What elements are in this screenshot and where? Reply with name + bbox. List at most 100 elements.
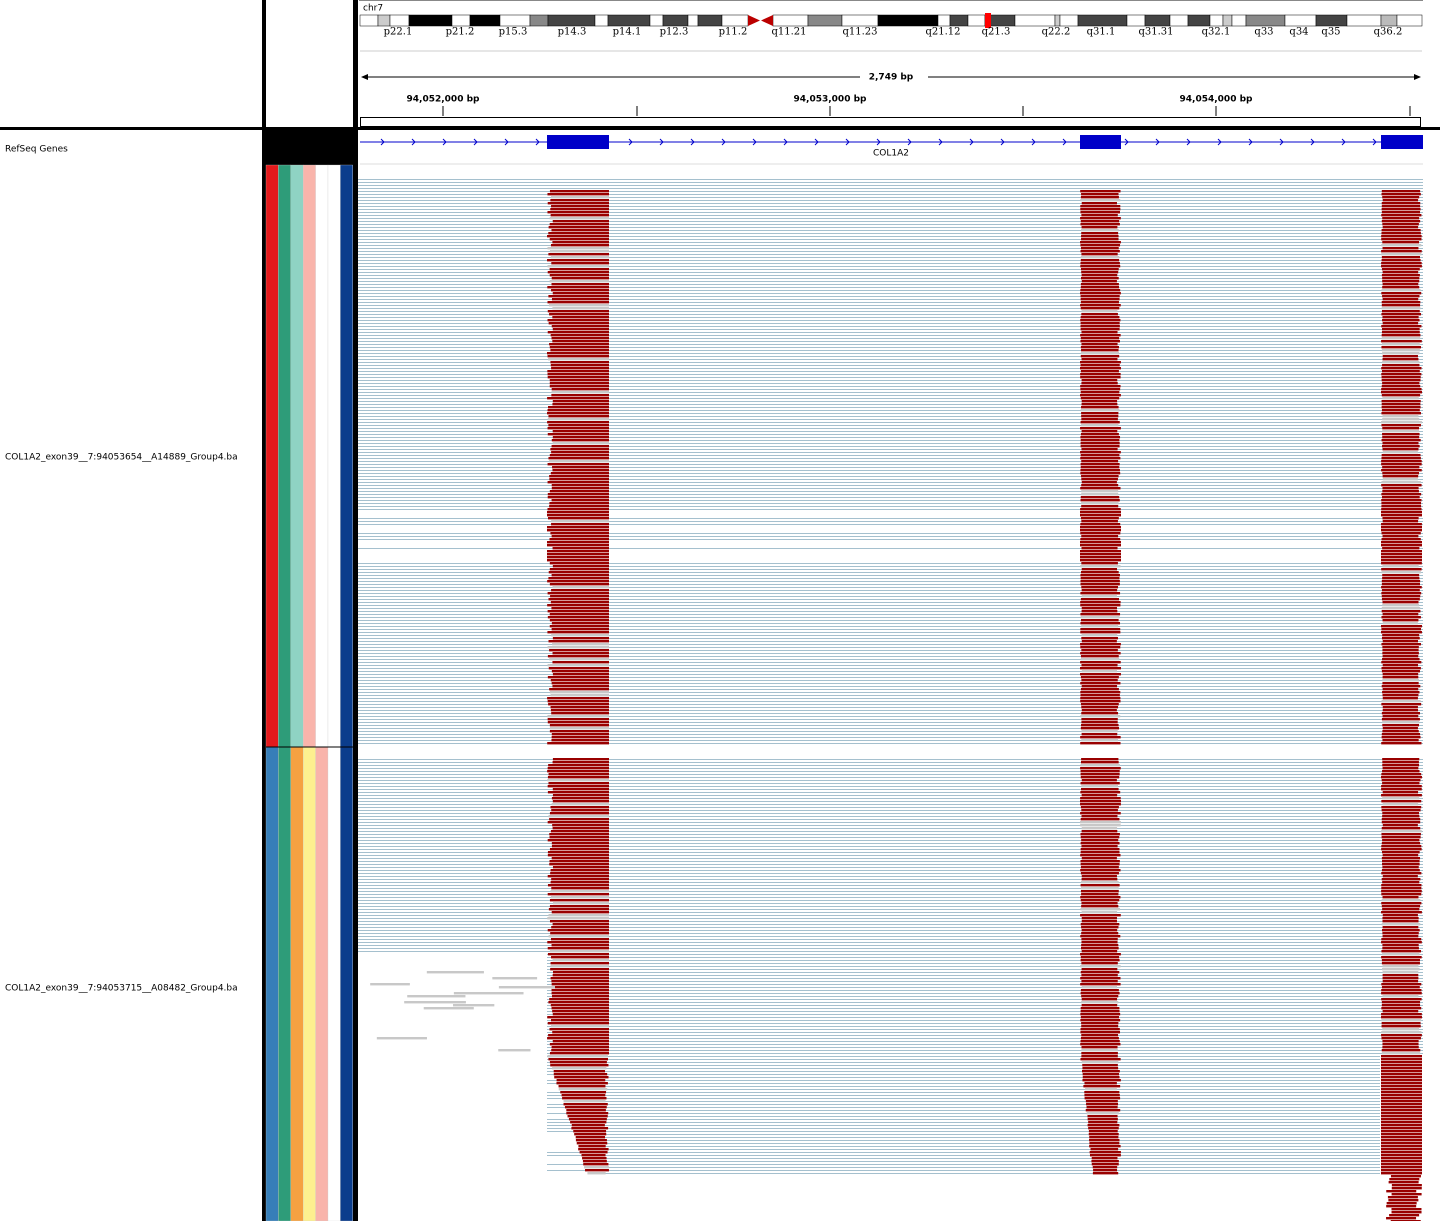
read-block — [548, 908, 609, 911]
read-intron — [358, 248, 1423, 249]
read-intron — [358, 611, 1423, 612]
read-block — [551, 733, 609, 736]
read-intron — [358, 665, 1423, 666]
read-block — [1381, 331, 1420, 334]
strand-arrow — [1031, 138, 1036, 146]
read-block — [1081, 706, 1119, 709]
read-intron — [358, 849, 1423, 850]
read-block — [1382, 1046, 1419, 1049]
read-block — [1080, 890, 1119, 893]
read-block — [1382, 881, 1420, 884]
read-intron — [358, 194, 1423, 195]
read-intron — [547, 1044, 1423, 1045]
read-block — [1381, 523, 1422, 526]
read-block — [548, 640, 609, 643]
read-block — [1081, 625, 1119, 628]
read-block — [1381, 616, 1421, 619]
read-block — [1381, 553, 1422, 556]
cytoband-label: q22.2 — [1042, 27, 1071, 38]
ruler-label: 94,053,000 bp — [794, 95, 868, 105]
read-block — [1381, 998, 1422, 1001]
read-block — [1080, 742, 1121, 745]
read-block — [548, 667, 609, 670]
read-block — [547, 286, 609, 289]
read-block — [1081, 595, 1117, 598]
cytoband-label: q31.1 — [1087, 27, 1116, 38]
read-block — [1381, 1034, 1422, 1037]
read-block — [1381, 310, 1420, 313]
read-block — [1084, 1094, 1120, 1097]
read-block — [551, 337, 609, 340]
read-block — [551, 394, 609, 397]
read-block — [1382, 430, 1420, 433]
read-block — [1382, 199, 1419, 202]
read-block — [1080, 247, 1119, 250]
read-block — [552, 923, 609, 926]
read-block — [550, 977, 609, 980]
read-block — [1081, 995, 1119, 998]
read-intron — [358, 867, 1423, 868]
read-block — [1381, 703, 1422, 706]
read-block — [1381, 1097, 1422, 1100]
read-intron — [358, 870, 1423, 871]
strand-arrow — [907, 138, 912, 146]
read-block — [551, 574, 609, 577]
read-intron — [547, 1026, 1423, 1027]
read-block — [549, 280, 609, 283]
read-block — [551, 451, 609, 454]
read-block — [1381, 202, 1421, 205]
read-block — [1080, 388, 1121, 391]
read-block — [1086, 1112, 1119, 1115]
read-block — [551, 298, 609, 301]
read-intron — [358, 410, 1423, 411]
read-block — [552, 959, 609, 962]
read-block — [1381, 1067, 1422, 1070]
read-block — [1382, 352, 1420, 355]
read-block — [1080, 391, 1120, 394]
read-block — [1080, 971, 1120, 974]
read-block — [1081, 478, 1118, 481]
read-block — [1381, 385, 1421, 388]
read-intron — [547, 963, 1423, 964]
strand-arrow — [1310, 138, 1315, 146]
read-block — [1081, 926, 1119, 929]
read-block — [547, 541, 609, 544]
read-block — [1081, 232, 1119, 235]
read-block — [1382, 839, 1420, 842]
read-block — [583, 1163, 609, 1166]
read-block — [1081, 920, 1117, 923]
read-block — [587, 1172, 606, 1175]
read-block — [1381, 733, 1421, 736]
read-block — [1080, 836, 1120, 839]
read-block — [551, 439, 609, 442]
read-block — [1381, 424, 1421, 427]
read-block — [547, 676, 609, 679]
read-intron — [358, 257, 1423, 258]
read-block — [1391, 1184, 1422, 1187]
read-block — [550, 962, 609, 965]
read-block — [1389, 1214, 1420, 1217]
read-intron — [547, 1047, 1423, 1048]
read-block — [1089, 1151, 1121, 1154]
read-block — [1381, 550, 1422, 553]
read-block — [1080, 340, 1120, 343]
read-intron — [358, 671, 1423, 672]
read-block — [547, 370, 609, 373]
read-intron — [358, 230, 1423, 231]
read-intron — [358, 272, 1423, 273]
read-block — [547, 397, 609, 400]
read-intron — [358, 317, 1423, 318]
read-intron — [547, 1068, 1380, 1069]
strand-arrow — [659, 138, 664, 146]
read-block — [1382, 613, 1419, 616]
attribute-cell — [290, 746, 304, 1221]
read-block — [1382, 908, 1420, 911]
read-block — [566, 1109, 606, 1112]
read-block — [547, 1022, 609, 1025]
read-intron — [358, 656, 1423, 657]
read-block — [552, 824, 609, 827]
read-block — [1382, 445, 1420, 448]
read-block — [551, 926, 609, 929]
read-block — [1080, 1019, 1121, 1022]
read-block — [547, 235, 609, 238]
